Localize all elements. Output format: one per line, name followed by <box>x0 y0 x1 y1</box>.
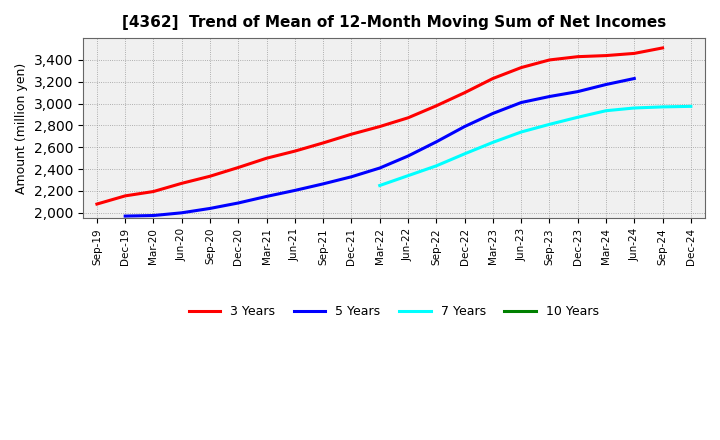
Line: 3 Years: 3 Years <box>97 48 662 204</box>
5 Years <box>234 200 243 205</box>
3 Years <box>347 132 356 137</box>
5 Years <box>602 82 611 87</box>
5 Years <box>404 154 413 159</box>
7 Years <box>489 140 498 145</box>
3 Years <box>319 140 328 146</box>
3 Years <box>206 174 215 179</box>
5 Years <box>630 76 639 81</box>
3 Years <box>149 189 158 194</box>
Line: 5 Years: 5 Years <box>125 78 634 216</box>
3 Years <box>489 76 498 81</box>
Line: 7 Years: 7 Years <box>379 106 691 186</box>
5 Years <box>545 94 554 99</box>
3 Years <box>545 57 554 62</box>
7 Years <box>658 104 667 110</box>
5 Years <box>460 124 469 129</box>
5 Years <box>149 213 158 218</box>
3 Years <box>93 202 102 207</box>
Legend: 3 Years, 5 Years, 7 Years, 10 Years: 3 Years, 5 Years, 7 Years, 10 Years <box>184 300 603 323</box>
5 Years <box>177 210 186 216</box>
7 Years <box>432 163 441 169</box>
5 Years <box>375 165 384 171</box>
3 Years <box>630 51 639 56</box>
7 Years <box>460 151 469 157</box>
3 Years <box>234 165 243 170</box>
5 Years <box>262 194 271 199</box>
7 Years <box>573 115 582 120</box>
7 Years <box>687 104 696 109</box>
3 Years <box>177 181 186 186</box>
5 Years <box>206 206 215 211</box>
3 Years <box>291 148 300 154</box>
3 Years <box>121 193 130 198</box>
5 Years <box>517 100 526 105</box>
3 Years <box>262 156 271 161</box>
3 Years <box>517 65 526 70</box>
3 Years <box>460 90 469 95</box>
5 Years <box>319 181 328 187</box>
7 Years <box>375 183 384 188</box>
5 Years <box>432 139 441 144</box>
7 Years <box>404 173 413 178</box>
3 Years <box>602 53 611 58</box>
5 Years <box>291 188 300 193</box>
3 Years <box>432 103 441 108</box>
5 Years <box>573 89 582 94</box>
Title: [4362]  Trend of Mean of 12-Month Moving Sum of Net Incomes: [4362] Trend of Mean of 12-Month Moving … <box>122 15 666 30</box>
7 Years <box>545 122 554 127</box>
7 Years <box>602 108 611 114</box>
5 Years <box>347 174 356 180</box>
3 Years <box>658 45 667 51</box>
5 Years <box>489 111 498 116</box>
3 Years <box>404 115 413 121</box>
7 Years <box>517 129 526 135</box>
3 Years <box>375 124 384 129</box>
7 Years <box>630 105 639 110</box>
3 Years <box>573 54 582 59</box>
Y-axis label: Amount (million yen): Amount (million yen) <box>15 62 28 194</box>
5 Years <box>121 213 130 219</box>
